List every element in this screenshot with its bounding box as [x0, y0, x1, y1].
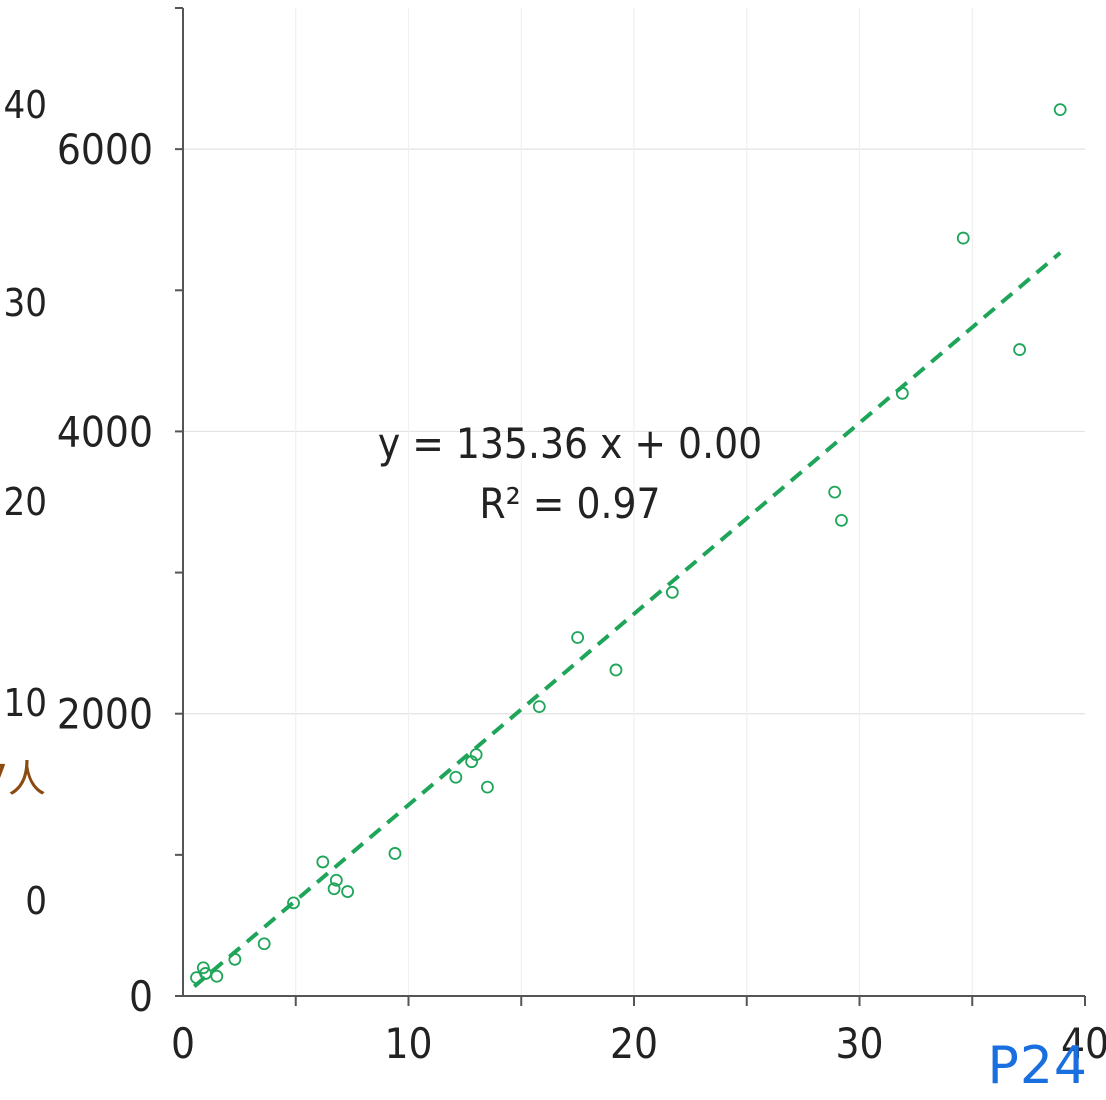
trendline-layer: [192, 251, 1062, 988]
regression-annotation: y = 135.36 x + 0.00 R² = 0.97: [378, 419, 762, 528]
secondary-y-tick-label: 30: [4, 281, 48, 325]
x-tick-label: 40: [1061, 1019, 1106, 1068]
data-point: [316, 855, 330, 869]
x-tick-label: 30: [835, 1019, 883, 1068]
data-point: [835, 513, 848, 527]
data-point: [210, 969, 224, 983]
data-point: [257, 937, 271, 951]
data-point: [469, 748, 483, 762]
data-point: [388, 847, 402, 860]
data-point: [449, 770, 463, 784]
equation-label: y = 135.36 x + 0.00: [378, 419, 762, 468]
secondary-y-tick-label: 40: [4, 83, 48, 127]
data-point: [895, 386, 909, 400]
x-tick-label: 10: [384, 1019, 432, 1068]
y-tick-label: 0: [129, 972, 153, 1021]
data-point: [828, 485, 842, 499]
trendline: [192, 251, 1062, 988]
data-point: [228, 952, 242, 966]
x-tick-label: 0: [171, 1019, 195, 1068]
data-point: [327, 882, 341, 896]
data-point: [329, 873, 343, 887]
r-squared-label: R² = 0.97: [479, 479, 660, 528]
data-point: [1013, 343, 1027, 356]
data-point: [341, 885, 355, 898]
data-point: [199, 967, 212, 980]
y-tick-label: 4000: [57, 407, 153, 456]
data-point: [287, 896, 300, 910]
side-text-label: 7人: [0, 757, 46, 801]
x-tick-label: 20: [610, 1019, 658, 1068]
y-tick-label: 2000: [57, 690, 153, 739]
y-tick-label: 6000: [57, 125, 153, 174]
secondary-y-tick-label: 10: [4, 681, 48, 725]
data-point: [196, 961, 210, 975]
secondary-y-tick-label: 20: [4, 480, 48, 524]
tick-labels: 0 2000 4000 6000 0 10 20 30 40 0 10 20 30 40 7人: [0, 83, 1106, 1068]
data-point: [665, 585, 679, 599]
axes: [175, 7, 1086, 1006]
data-point: [956, 231, 970, 245]
grid-lines: [183, 8, 1085, 996]
data-point: [532, 700, 546, 714]
data-point: [571, 631, 585, 644]
data-point: [481, 780, 494, 794]
secondary-y-tick-label: 0: [25, 879, 47, 923]
data-points: [190, 103, 1067, 985]
data-point: [1053, 103, 1067, 117]
data-point: [609, 663, 623, 677]
page-number-label: P24: [987, 1036, 1088, 1096]
